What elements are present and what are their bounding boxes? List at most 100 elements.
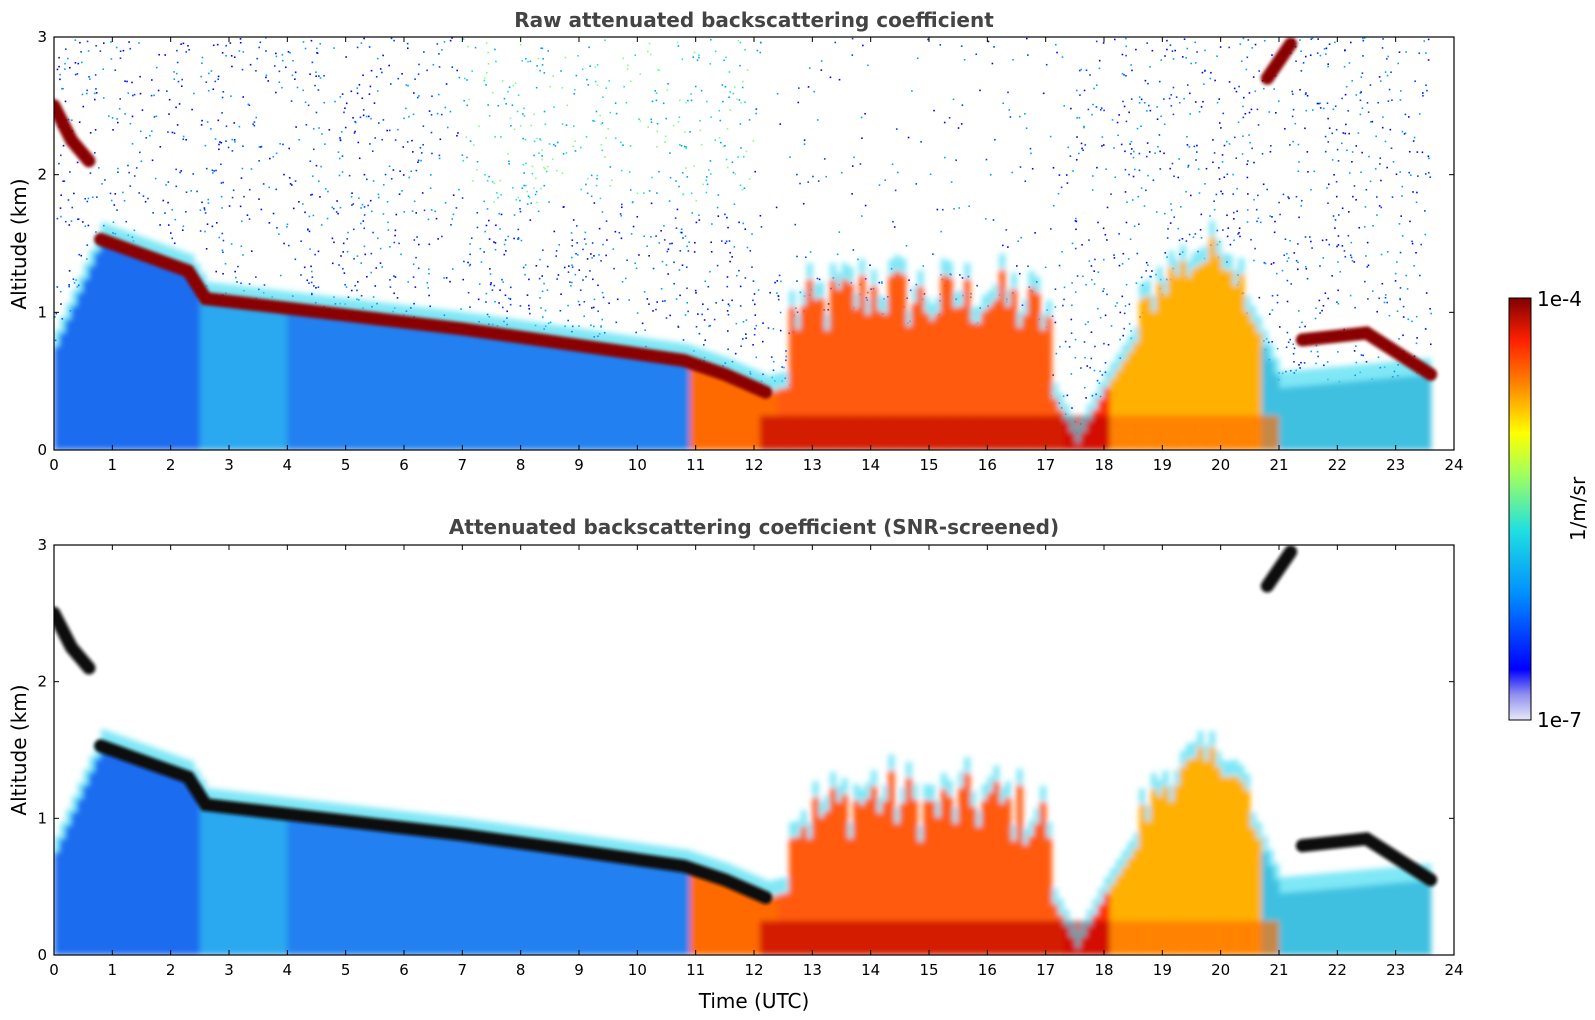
noise-speck <box>153 116 156 118</box>
x-tick-label: 8 <box>516 961 526 979</box>
noise-speck <box>526 190 529 193</box>
noise-speck <box>741 338 744 340</box>
aerosol-fringe <box>864 782 872 800</box>
aerosol-column <box>141 254 148 450</box>
aerosol-column <box>905 326 913 450</box>
noise-speck <box>1052 166 1055 169</box>
noise-speck <box>1300 361 1302 364</box>
noise-speck <box>610 179 613 182</box>
noise-speck <box>710 116 712 118</box>
noise-speck <box>1092 103 1094 106</box>
aerosol-column <box>538 845 545 955</box>
noise-speck <box>401 72 403 75</box>
noise-speck <box>510 286 512 289</box>
aerosol-column <box>1045 316 1053 450</box>
noise-speck <box>1341 207 1344 210</box>
noise-speck <box>580 146 582 149</box>
x-tick-label: 1 <box>108 456 118 474</box>
noise-speck <box>1429 343 1432 346</box>
noise-speck <box>1194 101 1197 103</box>
noise-speck <box>1090 265 1093 267</box>
noise-speck <box>643 192 645 194</box>
aerosol-column <box>666 863 673 955</box>
noise-speck <box>1235 157 1238 159</box>
noise-speck <box>164 212 166 214</box>
noise-speck <box>524 273 526 276</box>
aerosol-column <box>952 308 959 450</box>
noise-speck <box>519 124 522 127</box>
noise-speck <box>1264 262 1267 265</box>
aerosol-column <box>1232 776 1239 955</box>
noise-speck <box>485 301 487 303</box>
noise-speck <box>1425 52 1427 54</box>
noise-speck <box>507 297 510 300</box>
aerosol-column <box>1244 790 1251 955</box>
aerosol-column <box>176 773 183 955</box>
noise-speck <box>180 43 182 45</box>
noise-speck <box>1075 220 1078 223</box>
noise-speck <box>59 73 61 76</box>
noise-speck <box>1413 264 1415 267</box>
noise-speck <box>1177 227 1180 230</box>
noise-speck <box>1091 113 1093 116</box>
noise-speck <box>216 43 219 46</box>
surface-layer <box>1249 415 1257 450</box>
noise-speck <box>1084 144 1087 146</box>
noise-speck <box>1271 54 1273 56</box>
aerosol-fringe <box>1203 245 1210 263</box>
noise-speck <box>1180 206 1182 208</box>
aerosol-fringe <box>89 756 96 773</box>
noise-speck <box>1232 173 1234 176</box>
noise-speck <box>572 219 575 221</box>
noise-speck <box>485 42 488 44</box>
noise-speck <box>728 96 730 99</box>
noise-speck <box>1416 337 1418 339</box>
noise-speck <box>487 104 489 106</box>
aerosol-fringe <box>771 374 778 391</box>
surface-layer <box>777 415 784 450</box>
noise-speck <box>523 115 526 117</box>
aerosol-fringe <box>567 327 574 344</box>
noise-speck <box>367 204 369 207</box>
noise-speck <box>465 136 468 139</box>
aerosol-column <box>829 788 837 955</box>
noise-speck <box>1018 272 1021 275</box>
noise-speck <box>1343 250 1346 252</box>
aerosol-fringe <box>835 273 843 290</box>
noise-speck <box>358 157 361 160</box>
aerosol-column <box>631 858 638 955</box>
noise-speck <box>1233 239 1235 242</box>
noise-speck <box>1074 338 1077 341</box>
noise-speck <box>1335 128 1338 131</box>
noise-speck <box>112 129 114 131</box>
surface-layer <box>1057 920 1064 955</box>
aerosol-column <box>736 884 743 955</box>
noise-speck <box>1106 239 1108 241</box>
noise-speck <box>463 77 466 80</box>
noise-speck <box>1044 266 1047 269</box>
surface-layer <box>1086 920 1093 955</box>
noise-speck <box>553 106 555 108</box>
noise-speck <box>301 203 304 205</box>
aerosol-column <box>526 843 533 955</box>
noise-speck <box>1173 175 1175 178</box>
surface-layer <box>917 920 924 955</box>
noise-speck <box>1074 217 1077 220</box>
noise-speck <box>339 137 341 139</box>
aerosol-fringe <box>374 808 382 825</box>
noise-speck <box>1275 272 1278 275</box>
aerosol-fringe <box>322 801 329 819</box>
noise-speck <box>1254 90 1257 93</box>
aerosol-column <box>917 286 924 450</box>
noise-speck <box>1378 76 1381 78</box>
noise-speck <box>491 289 494 291</box>
noise-speck <box>1170 105 1173 107</box>
noise-speck <box>629 80 632 83</box>
noise-speck <box>727 226 729 229</box>
noise-speck <box>430 209 433 211</box>
noise-speck <box>634 262 636 264</box>
noise-speck <box>1278 326 1281 328</box>
noise-speck <box>1128 173 1130 176</box>
noise-speck <box>199 230 202 232</box>
